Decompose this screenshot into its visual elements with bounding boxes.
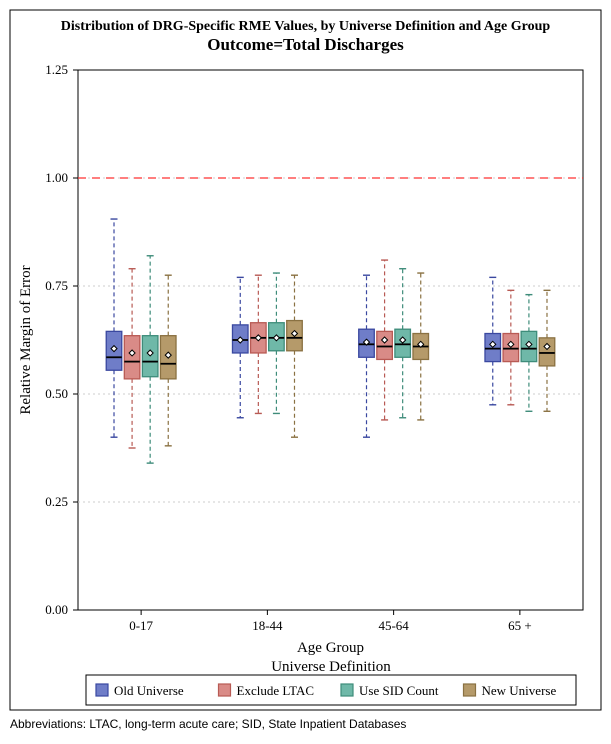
title-line2: Outcome=Total Discharges	[207, 35, 404, 54]
legend-label: New Universe	[482, 683, 557, 698]
legend-label: Exclude LTAC	[237, 683, 315, 698]
legend-swatch	[96, 684, 108, 696]
y-tick-label: 0.50	[45, 386, 68, 401]
y-tick-label: 0.00	[45, 602, 68, 617]
y-tick-label: 1.25	[45, 62, 68, 77]
x-tick-label: 18-44	[252, 618, 283, 633]
legend-swatch	[341, 684, 353, 696]
x-axis-label: Age Group	[297, 640, 364, 656]
x-tick-label: 0-17	[129, 618, 153, 633]
box	[124, 336, 140, 379]
y-axis-label: Relative Margin of Error	[18, 265, 34, 414]
legend-label: Old Universe	[114, 683, 184, 698]
legend-swatch	[464, 684, 476, 696]
y-tick-label: 0.75	[45, 278, 68, 293]
chart-container: { "title_line1": "Distribution of DRG-Sp…	[0, 0, 611, 744]
x-tick-label: 65 +	[508, 618, 532, 633]
footnote: Abbreviations: LTAC, long-term acute car…	[10, 717, 406, 731]
title-line1: Distribution of DRG-Specific RME Values,…	[61, 19, 551, 34]
chart-svg: Distribution of DRG-Specific RME Values,…	[0, 0, 611, 744]
y-tick-label: 0.25	[45, 494, 68, 509]
legend-label: Use SID Count	[359, 683, 439, 698]
box	[377, 331, 393, 359]
x-tick-label: 45-64	[378, 618, 409, 633]
legend-swatch	[219, 684, 231, 696]
box	[539, 338, 555, 366]
y-tick-label: 1.00	[45, 170, 68, 185]
legend-title: Universe Definition	[271, 659, 391, 675]
